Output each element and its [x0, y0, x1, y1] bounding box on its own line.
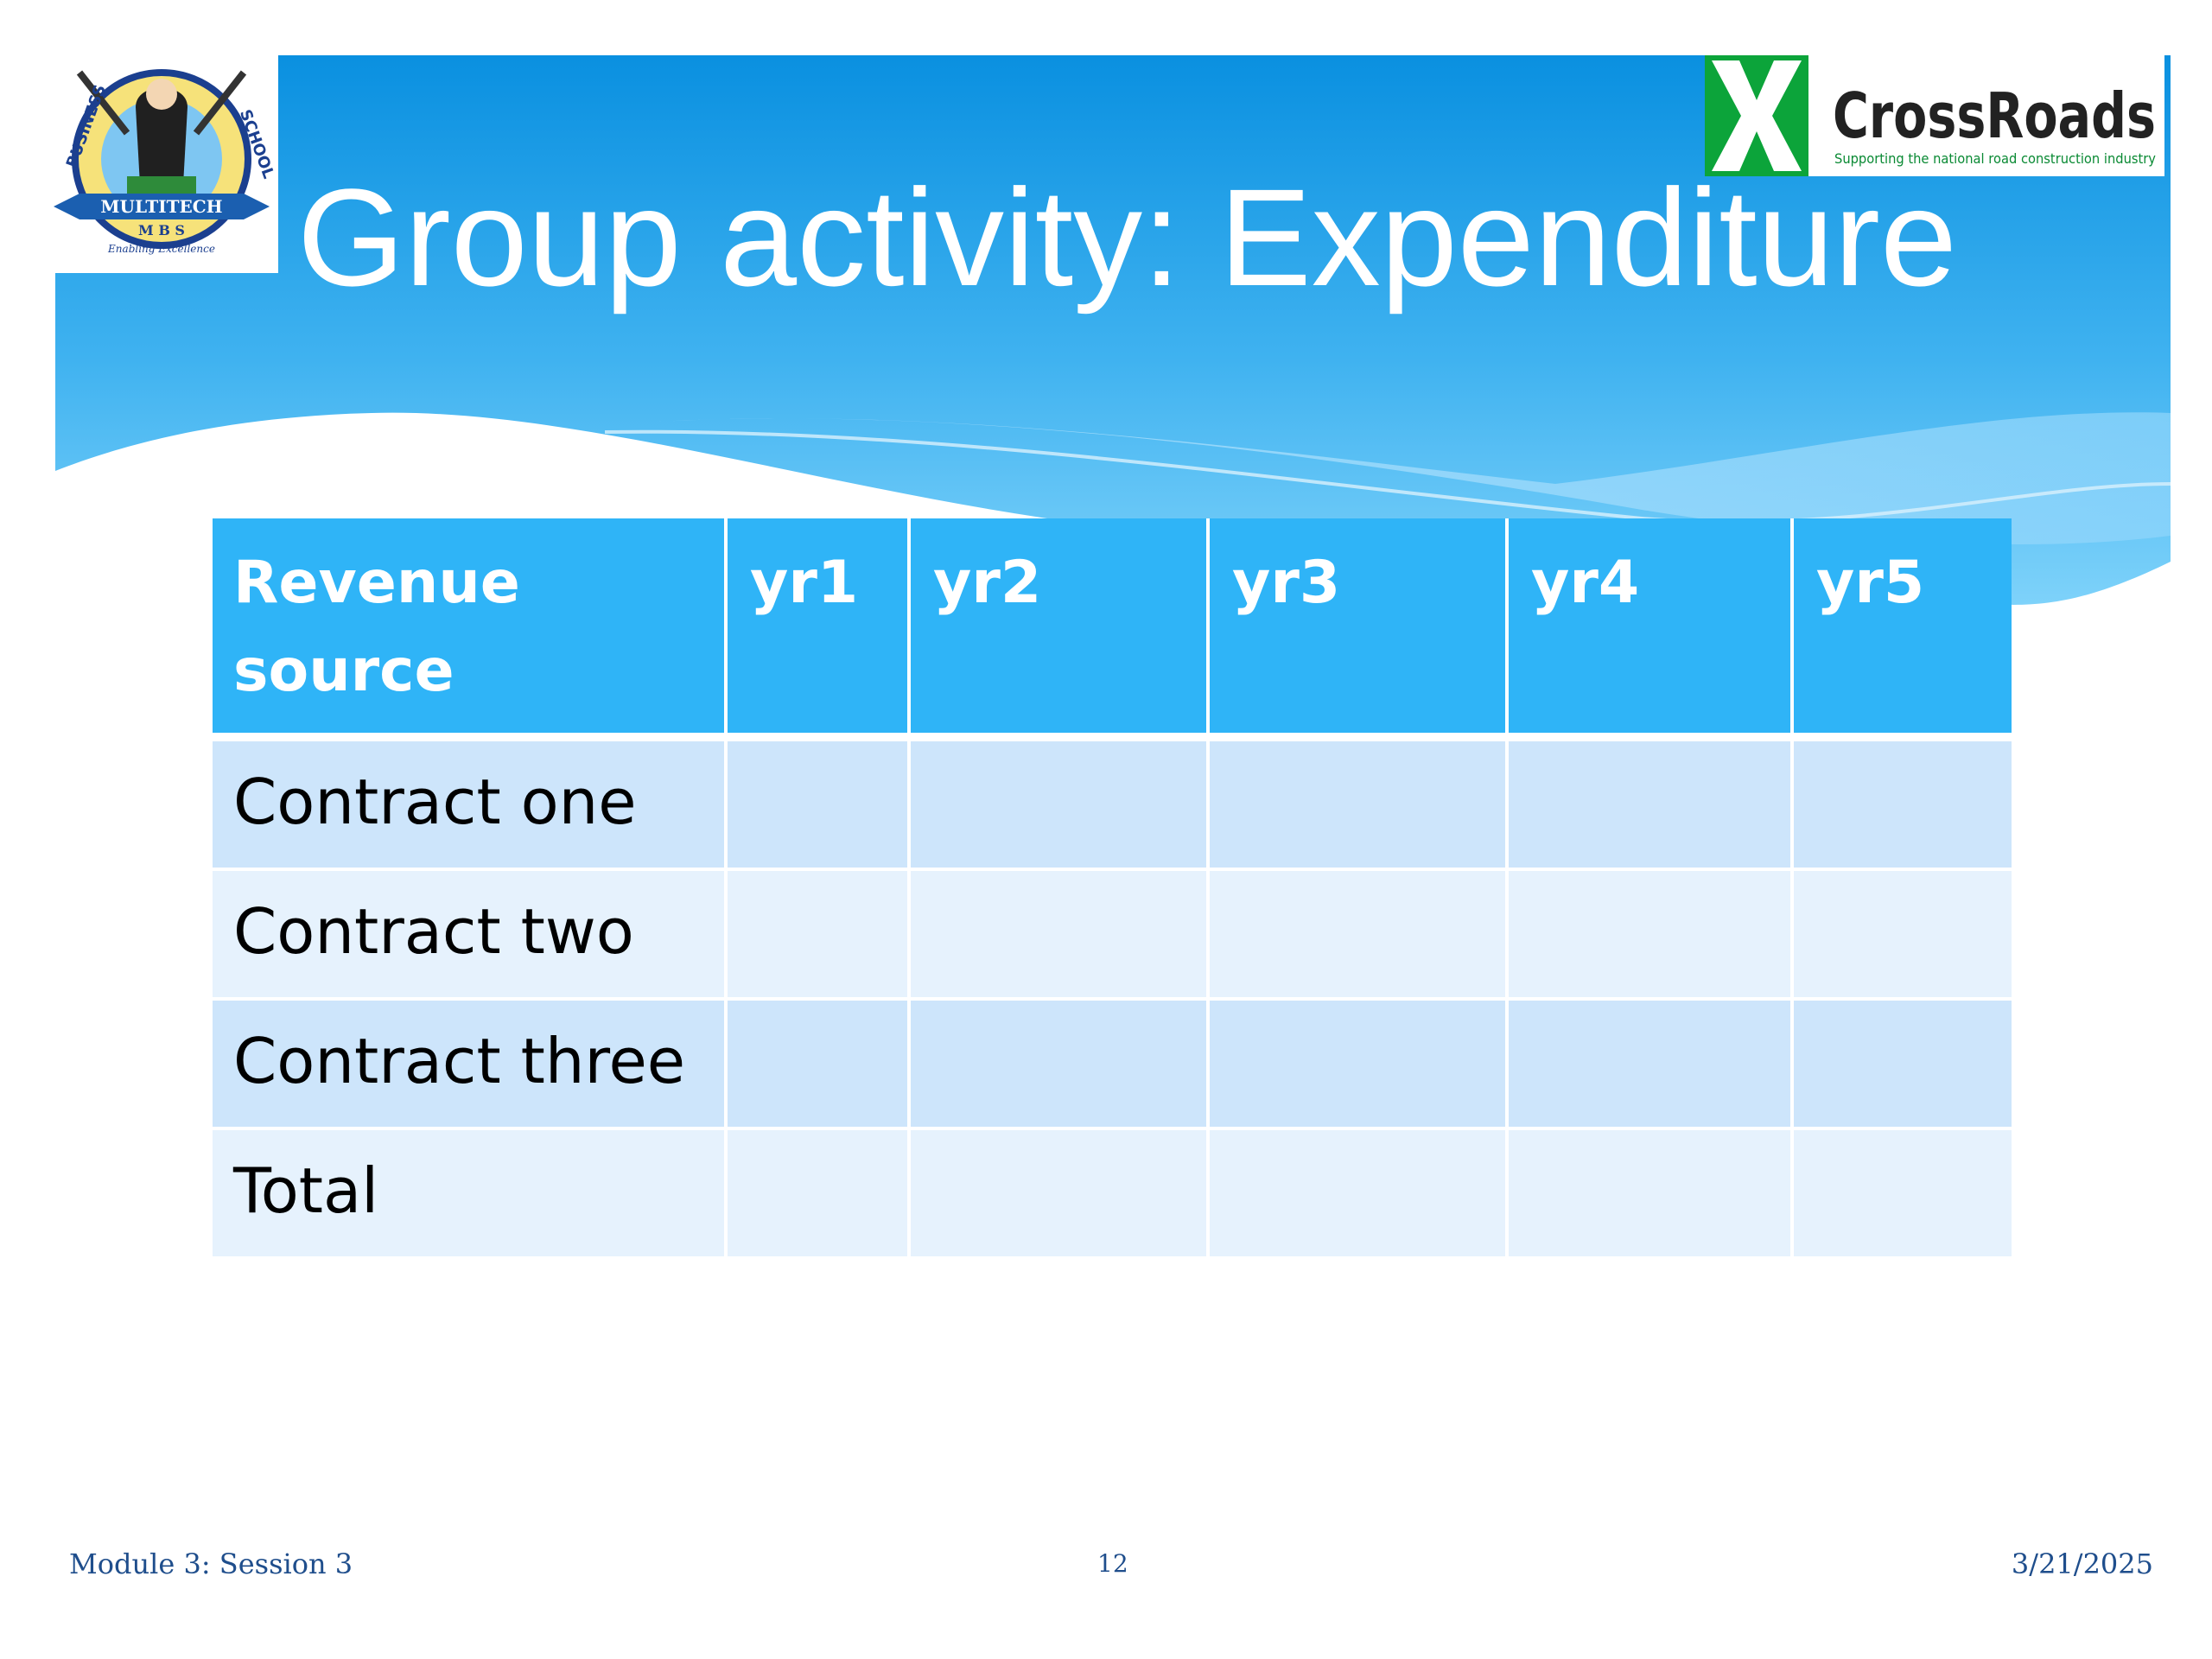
table-cell [1210, 1130, 1509, 1260]
table-cell [1794, 871, 2012, 1001]
crossroads-name: CrossRoads [1833, 79, 2156, 152]
banner-main-wave [55, 55, 2171, 605]
table-cell [911, 741, 1210, 871]
table-cell [1509, 741, 1794, 871]
table-cell [728, 741, 911, 871]
slide-title: Group activity: Expenditure [297, 160, 1957, 315]
table-cell [1509, 1130, 1794, 1260]
table-cell [1509, 871, 1794, 1001]
table-cell [911, 1130, 1210, 1260]
table-cell [728, 871, 911, 1001]
footer-slide-number: 12 [1097, 1549, 1128, 1578]
crossroads-logo: CrossRoads Supporting the national road … [1705, 55, 2164, 176]
header-wave-banner [55, 55, 2171, 605]
crossroads-x-icon [1712, 60, 1802, 171]
banner-light-wave [657, 412, 2171, 544]
table-cell [1794, 1001, 2012, 1130]
table-row: Contract three [213, 1001, 2012, 1130]
row-label: Contract one [213, 741, 728, 871]
table-cell [1794, 1130, 2012, 1260]
crest-banner-text: MULTITECH [100, 196, 222, 217]
header-yr2: yr2 [911, 518, 1210, 741]
table-cell [1210, 741, 1509, 871]
table-cell [1210, 1001, 1509, 1130]
expenditure-table: Revenue source yr1 yr2 yr3 yr4 yr5 Contr… [213, 518, 2012, 1260]
crest-motto: Enabling Excellence [107, 243, 215, 255]
table-row: Contract one [213, 741, 2012, 871]
crossroads-tagline: Supporting the national road constructio… [1834, 150, 2156, 167]
row-label: Contract three [213, 1001, 728, 1130]
header-yr1: yr1 [728, 518, 911, 741]
header-yr5: yr5 [1794, 518, 2012, 741]
banner-thin-wave [604, 429, 2171, 524]
table-cell [728, 1001, 911, 1130]
header-yr4: yr4 [1509, 518, 1794, 741]
table-row: Contract two [213, 871, 2012, 1001]
school-crest-logo: BUSINESS SCHOOL MULTITECH M B S Enabling… [45, 55, 278, 273]
table-cell [911, 871, 1210, 1001]
table-header-row: Revenue source yr1 yr2 yr3 yr4 yr5 [213, 518, 2012, 741]
table-cell [1509, 1001, 1794, 1130]
row-label: Contract two [213, 871, 728, 1001]
table-row: Total [213, 1130, 2012, 1260]
table-cell [1794, 741, 2012, 871]
table-cell [728, 1130, 911, 1260]
table-cell [1210, 871, 1509, 1001]
footer-module-session: Module 3: Session 3 [69, 1548, 353, 1580]
crest-sub-text: M B S [138, 222, 185, 238]
footer-date: 3/21/2025 [2011, 1548, 2153, 1580]
header-yr3: yr3 [1210, 518, 1509, 741]
row-label: Total [213, 1130, 728, 1260]
table-cell [911, 1001, 1210, 1130]
header-revenue-source: Revenue source [213, 518, 728, 741]
